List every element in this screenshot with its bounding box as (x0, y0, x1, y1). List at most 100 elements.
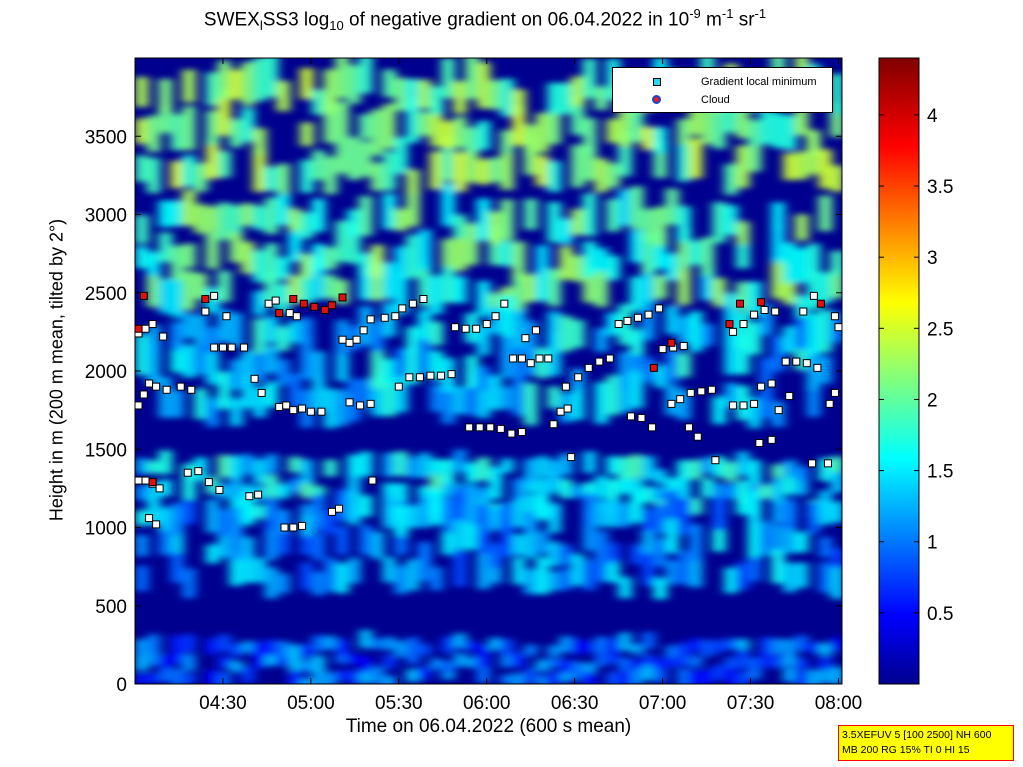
heat-cell (358, 656, 373, 672)
heat-cell (523, 644, 538, 656)
heat-cell (441, 637, 456, 653)
heat-cell (252, 558, 267, 583)
heat-cell (158, 106, 173, 134)
heat-cell (641, 552, 656, 586)
gradient-minimum-point (201, 307, 210, 316)
heat-cell (830, 165, 842, 192)
heat-cell (712, 483, 727, 497)
gradient-minimum-point (509, 354, 518, 363)
gradient-minimum-point (707, 385, 716, 394)
gradient-minimum-point (531, 326, 540, 335)
heat-cell (146, 157, 161, 194)
heat-cell (311, 89, 326, 115)
heat-cell (771, 638, 786, 654)
gradient-minimum-point (183, 468, 192, 477)
heat-cell (158, 78, 173, 113)
heat-cell (441, 661, 456, 673)
x-tick-label: 07:30 (727, 693, 775, 714)
heat-cell (217, 60, 232, 100)
heat-cell (606, 671, 621, 684)
gradient-minimum-point (684, 423, 693, 432)
heat-cell (688, 670, 703, 684)
heat-cell (158, 376, 173, 418)
gradient-minimum-point (447, 370, 456, 379)
heat-cell (641, 509, 656, 532)
heat-cell (205, 499, 220, 533)
heat-cell (217, 89, 232, 136)
gradient-minimum-point (222, 312, 231, 321)
gradient-minimum-point (298, 404, 307, 413)
heat-cell (641, 357, 656, 383)
gradient-minimum-point (834, 323, 842, 332)
cloud-point (320, 305, 329, 314)
gradient-minimum-point (352, 335, 361, 344)
heat-cell (229, 312, 244, 348)
heat-cell (570, 144, 585, 188)
heat-cell (323, 156, 338, 195)
heat-cell (441, 238, 456, 267)
heat-cell (653, 206, 668, 246)
heat-cell (241, 62, 255, 106)
heat-cell (311, 670, 326, 684)
gradient-minimum-point (298, 521, 307, 530)
heat-cell (335, 134, 350, 174)
heat-cell (288, 478, 302, 493)
gradient-minimum-point (135, 476, 143, 485)
heat-cell (606, 255, 621, 281)
heat-cell (453, 214, 467, 239)
heat-cell (712, 396, 727, 425)
heat-cell (406, 559, 420, 591)
heat-cell (547, 108, 562, 145)
gradient-minimum-point (345, 338, 354, 347)
heat-cell (747, 490, 762, 524)
heat-cell (370, 638, 385, 650)
cloud-point (289, 295, 298, 304)
gradient-minimum-point (139, 390, 148, 399)
heat-cell (264, 58, 279, 98)
heat-cell (406, 504, 420, 528)
gradient-minimum-point (648, 423, 657, 432)
y-tick-label: 500 (95, 597, 127, 618)
gradient-minimum-point (750, 310, 759, 319)
heat-cell (594, 647, 609, 667)
square-marker-icon (653, 78, 661, 86)
heat-cell (464, 313, 479, 343)
heat-cell (252, 205, 267, 230)
gradient-minimum-point (767, 379, 776, 388)
gradient-minimum-point (750, 399, 759, 408)
heat-cell (417, 452, 432, 478)
heat-cell (382, 302, 397, 337)
heat-cell (523, 494, 538, 515)
heat-cell (335, 352, 350, 382)
heat-cell (358, 306, 373, 346)
heat-cell (747, 145, 762, 172)
heat-cell (547, 671, 562, 684)
heat-cell (217, 509, 232, 537)
heat-cell (594, 269, 609, 308)
heat-cell (182, 568, 196, 599)
heat-cell (512, 652, 526, 668)
heat-cell (535, 557, 550, 595)
heat-cell (453, 449, 467, 473)
heat-cell (358, 141, 373, 177)
legend-item-minimum: Gradient local minimum (701, 76, 817, 88)
y-tick-label: 3000 (85, 206, 127, 227)
heat-cell (252, 459, 267, 484)
heat-cell (606, 456, 621, 475)
heat-cell (512, 275, 526, 315)
heat-cell (288, 653, 302, 671)
heat-cell (582, 118, 597, 154)
gradient-minimum-point (667, 399, 676, 408)
heat-cell (476, 552, 491, 590)
heat-cell (488, 375, 503, 410)
gradient-minimum-point (366, 399, 375, 408)
heat-cell (358, 525, 373, 555)
heat-cell (288, 671, 302, 684)
heat-cell (276, 257, 291, 280)
heat-cell (735, 244, 750, 269)
heat-cell (512, 557, 526, 585)
heat-cell (276, 641, 291, 658)
heat-cell (394, 272, 409, 315)
gradient-minimum-point (637, 413, 646, 422)
gradient-minimum-point (141, 324, 150, 333)
